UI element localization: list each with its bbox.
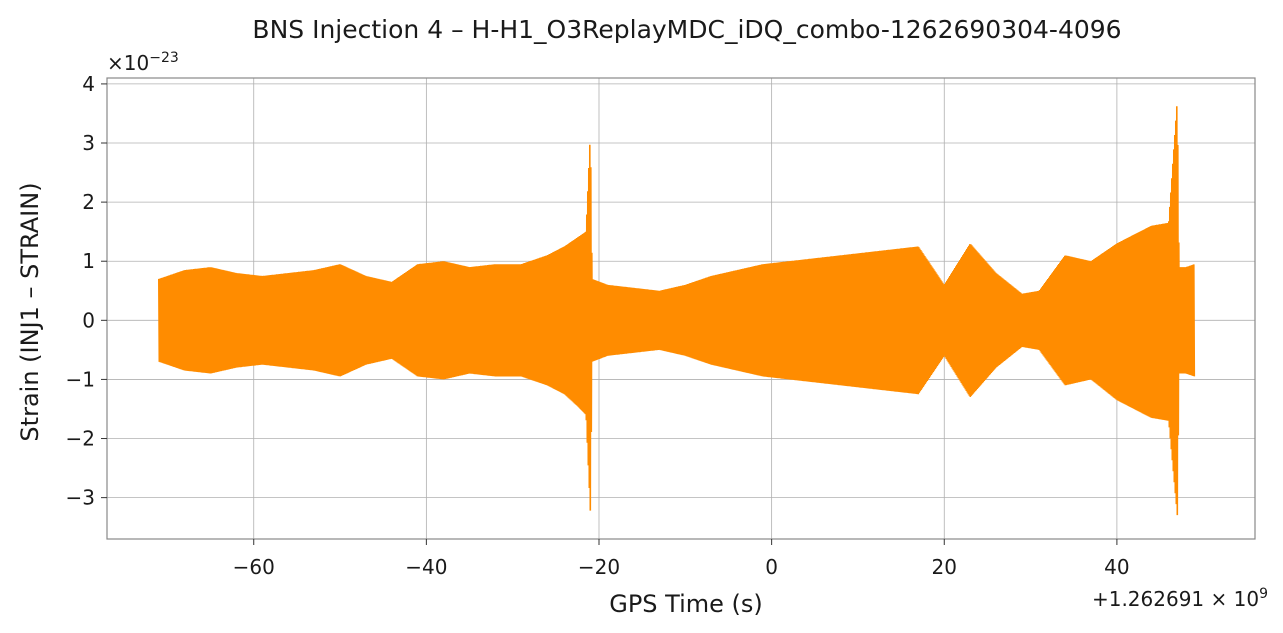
series-layer (158, 106, 1196, 516)
y-tick-label: 2 (82, 190, 95, 214)
y-tick-label: −3 (66, 486, 95, 510)
x-tick-label: −20 (578, 555, 620, 579)
plot-frame (106, 77, 1256, 540)
y-tick-label: 0 (82, 308, 95, 332)
y-tick-label: 3 (82, 131, 95, 155)
y-axis-label: Strain (INJ1 – STRAIN) (16, 182, 44, 441)
y-tick-label: 1 (82, 249, 95, 273)
x-tick-label: 20 (932, 555, 957, 579)
chart-title: BNS Injection 4 – H-H1_O3ReplayMDC_iDQ_c… (252, 15, 1121, 44)
y-multiplier: ×10−23 (107, 50, 179, 75)
x-tick-label: −40 (405, 555, 447, 579)
y-tick-label: −1 (66, 367, 95, 391)
y-tick-label: −2 (66, 427, 95, 451)
x-tick-label: −60 (233, 555, 275, 579)
x-tick-label: 0 (765, 555, 778, 579)
x-offset-base: +1.262691 × 10 (1092, 587, 1259, 611)
x-offset-exp: 9 (1259, 586, 1268, 602)
y-tick-label: 4 (82, 72, 95, 96)
x-offset-label: +1.262691 × 109 (1092, 586, 1268, 611)
ticks: −60 −40 −20 0 20 40 −3 −2 −1 0 1 2 3 4 (66, 72, 1130, 579)
series-line (158, 106, 1196, 516)
x-axis-label: GPS Time (s) (609, 590, 763, 618)
y-multiplier-base: ×10 (107, 51, 149, 75)
x-tick-label: 40 (1104, 555, 1129, 579)
y-multiplier-exp: −23 (149, 50, 179, 66)
